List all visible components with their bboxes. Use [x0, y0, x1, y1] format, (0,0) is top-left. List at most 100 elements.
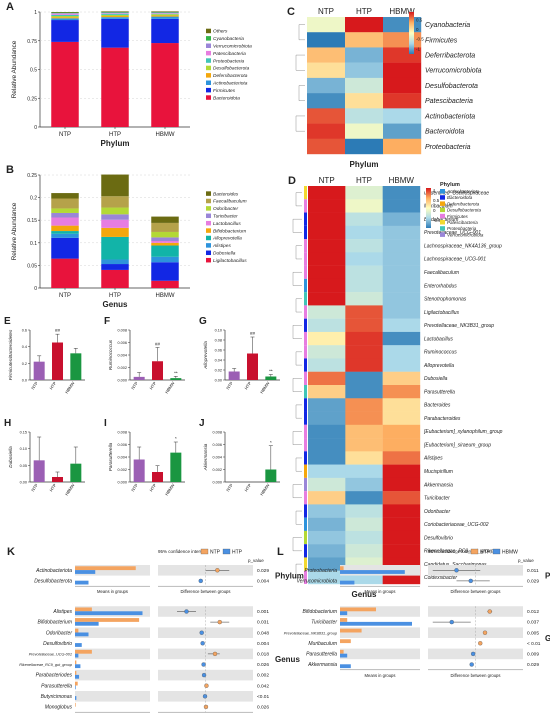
heatmap-cell — [382, 239, 421, 253]
taxon-label: Desulfobacterota — [34, 578, 72, 584]
y-tick-label: 0.004 — [117, 456, 127, 460]
heatmap-cell — [382, 530, 421, 545]
mean-bar-hbmw — [340, 570, 405, 574]
p-value: <0.01 — [257, 694, 269, 700]
bar-segment-verrucomicrobiota — [51, 13, 79, 14]
heatmap-cell — [345, 17, 384, 33]
row-label: Firmicutes — [425, 37, 458, 44]
heatmap-cell — [382, 252, 421, 266]
heatmap-cell — [382, 278, 421, 293]
column-label: HTP — [356, 176, 372, 185]
bar-htp — [247, 353, 258, 380]
panel-letter: L — [277, 546, 284, 558]
row-group-bar — [304, 239, 307, 253]
row-label: Odoribacter — [424, 509, 450, 515]
mean-bar-ntp — [75, 566, 136, 571]
group-name: HTP — [232, 550, 243, 556]
heatmap-cell — [345, 451, 383, 465]
panel-j: J 0.000 0.002 0.004 0.006 0.008 Akkermansia NTP… — [199, 418, 280, 496]
difference-point — [487, 609, 492, 614]
bar-segment-alloprevotella — [151, 245, 179, 257]
taxon-label: Prevotellaceae_UCG-001 — [29, 652, 72, 656]
heatmap-cell — [307, 138, 346, 155]
difference-point — [454, 568, 459, 573]
bar-hbmw — [170, 452, 182, 482]
taxon-label: Rikenellaceae_RC9_gut_group — [19, 663, 72, 667]
bar-segment-alistipes — [51, 233, 79, 238]
heatmap-cell — [382, 424, 421, 439]
heatmap-cell — [383, 123, 422, 139]
difference-point — [469, 662, 474, 667]
heatmap-cell — [307, 108, 346, 124]
y-tick-label: 0 — [34, 286, 37, 292]
difference-point — [217, 619, 222, 625]
p-value: 0.029 — [527, 662, 539, 668]
y-tick-label: 0.004 — [117, 354, 127, 358]
mean-bar-ntp — [75, 681, 78, 686]
panel-b: B 0 0.05 0.1 0.15 0.2 0.25 Relative Abundance Ge… — [6, 164, 247, 309]
column-label: NTP — [318, 7, 334, 16]
bar-ntp — [33, 361, 45, 380]
difference-point — [199, 630, 204, 635]
bar-segment-deferribacterota — [51, 17, 79, 19]
row-group-bar — [304, 358, 307, 372]
heatmap-cell — [382, 385, 421, 399]
column-label: HTP — [356, 7, 372, 16]
bar-segment-others — [151, 11, 179, 12]
row-group-bar — [304, 438, 307, 452]
y-tick-label: 0.008 — [117, 431, 127, 435]
bar-ntp — [228, 371, 240, 380]
bar-segment-bacteroides — [151, 216, 179, 223]
bar-ntp — [133, 459, 145, 482]
bar-segment-alistipes — [101, 259, 129, 265]
heatmap-cell — [345, 32, 384, 48]
p-value: 0.004 — [257, 641, 269, 647]
color-scale — [409, 12, 414, 54]
y-tick-label: 0.002 — [117, 366, 127, 370]
x-tick-label: HBMW — [164, 381, 176, 395]
bar-segment-turicibacter — [151, 237, 179, 241]
row-label: Akkermansia — [423, 482, 453, 488]
y-tick-label: 0.008 — [117, 329, 127, 333]
bar-segment-cyanobacteria — [151, 12, 179, 13]
p-value: 0.018 — [257, 651, 269, 657]
mean-bar-htp — [340, 607, 376, 612]
color-scale-label: 1 — [433, 188, 436, 193]
y-tick-label: 0.000 — [117, 379, 127, 383]
heatmap-cell — [383, 62, 422, 79]
mean-bar-hbmw — [340, 621, 412, 626]
bar-segment-proteobacteria — [51, 14, 79, 17]
heatmap-cell — [345, 47, 384, 63]
bar-segment-bifidobacterium — [101, 227, 129, 237]
row-group-bar — [304, 252, 307, 266]
x-tick-label: HTP — [148, 483, 157, 493]
section-label: Genus — [545, 634, 550, 643]
bar-segment-verrucomicrobiota — [151, 12, 179, 14]
row-label: Faecalibaculum — [424, 270, 459, 276]
bar-segment-bacteroides — [51, 193, 79, 199]
y-tick-label: 0.002 — [117, 468, 127, 472]
panel-letter: J — [199, 418, 205, 429]
bar-hbmw — [265, 469, 277, 482]
bar-segment-firmicutes — [101, 18, 129, 48]
legend-entry: Cyanobacteria — [213, 36, 244, 42]
legend-entry: Others — [213, 29, 228, 35]
y-tick-label: 0.04 — [215, 359, 222, 363]
legend-entry: Proteobacteria — [213, 58, 245, 64]
mean-bar-htp — [340, 618, 348, 622]
difference-point — [212, 651, 218, 657]
heatmap-cell — [308, 318, 346, 333]
group-name: NTP — [210, 550, 221, 556]
y-tick-label: 0.000 — [117, 481, 127, 485]
mean-bar-htp — [75, 621, 99, 626]
x-tick-label: HBMW — [156, 293, 175, 299]
p-value: < 0.01 — [527, 641, 541, 647]
panel-letter: G — [199, 316, 207, 327]
taxon-label: Parabacteriodes — [36, 673, 73, 679]
heatmap-cell — [308, 331, 346, 346]
legend-swatch — [206, 36, 211, 41]
group-name: HBMW — [502, 550, 518, 556]
row-label: Alistipes — [423, 456, 443, 462]
p-value: 0.029 — [257, 568, 269, 574]
legend-swatch — [206, 220, 211, 226]
